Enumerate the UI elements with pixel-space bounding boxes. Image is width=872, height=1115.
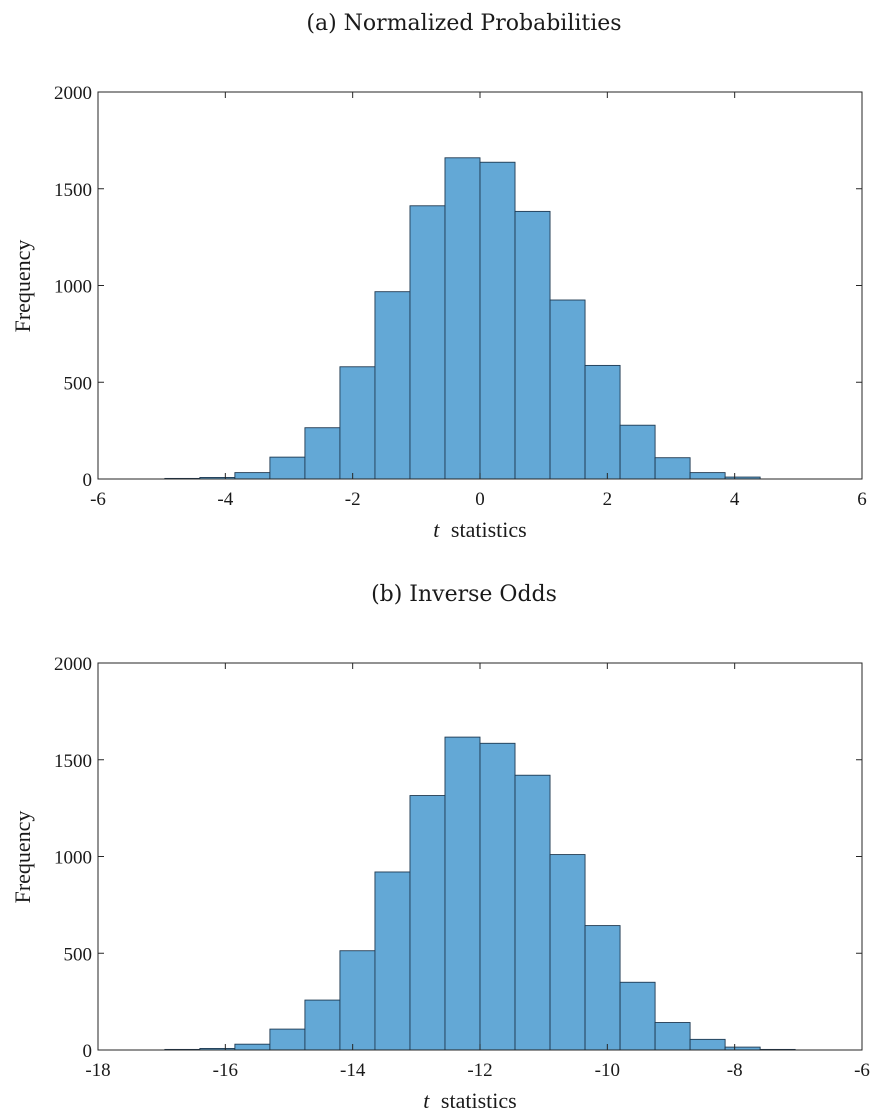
y-tick-label: 0 xyxy=(83,470,93,491)
chart-panel-inverse-odds: (b) Inverse Odds Frequency t statistics … xyxy=(10,582,870,1113)
y-tick-label: 500 xyxy=(64,373,93,394)
chart-panel-normalized-probabilities: (a) Normalized Probabilities Frequency t… xyxy=(10,11,867,542)
ticks-group: -6 -4 -2 0 2 4 6 0 500 1000 1500 2000 xyxy=(54,83,867,510)
x-tick-label: 6 xyxy=(857,489,867,510)
y-tick-label: 1500 xyxy=(54,751,92,772)
x-tick-label: -14 xyxy=(340,1060,366,1081)
x-axis-label-variable: t xyxy=(423,1088,430,1113)
axes-box xyxy=(97,91,863,480)
chart-title: (a) Normalized Probabilities xyxy=(306,11,621,36)
x-tick-label: -8 xyxy=(727,1060,743,1081)
x-axis-label: t statistics xyxy=(423,1088,516,1113)
axes-box xyxy=(97,662,863,1051)
x-tick-label: -10 xyxy=(595,1060,620,1081)
y-axis-label: Frequency xyxy=(10,240,35,333)
x-axis-label: t statistics xyxy=(433,517,526,542)
x-tick-label: -2 xyxy=(345,489,361,510)
x-axis-label-text: statistics xyxy=(451,517,527,542)
y-tick-label: 1000 xyxy=(54,848,92,869)
histogram-bar xyxy=(619,981,656,1051)
x-tick-label: 2 xyxy=(603,489,613,510)
histogram-bar xyxy=(444,157,481,480)
y-tick-label: 0 xyxy=(83,1041,93,1062)
histogram-bar xyxy=(374,291,411,480)
histogram-bar xyxy=(444,736,481,1051)
x-axis-label-variable: t xyxy=(433,517,440,542)
x-tick-label: -6 xyxy=(854,1060,870,1081)
x-axis-label-text: statistics xyxy=(441,1088,517,1113)
bars-group xyxy=(164,157,761,480)
histogram-bar xyxy=(269,1028,306,1051)
histogram-bar xyxy=(479,742,516,1051)
histogram-bar xyxy=(234,1043,271,1051)
y-tick-label: 2000 xyxy=(54,654,92,675)
x-tick-label: -4 xyxy=(217,489,233,510)
x-tick-label: -16 xyxy=(213,1060,238,1081)
histogram-bar xyxy=(374,871,411,1051)
histogram-bar xyxy=(549,854,586,1051)
histogram-bar xyxy=(479,161,516,480)
bars-group xyxy=(164,736,796,1051)
x-tick-label: 0 xyxy=(475,489,485,510)
histogram-bar xyxy=(514,774,551,1051)
histogram-bar xyxy=(654,1022,691,1051)
histogram-bar xyxy=(234,472,271,480)
x-tick-label: -12 xyxy=(467,1060,492,1081)
histogram-bar xyxy=(584,364,621,480)
chart-title: (b) Inverse Odds xyxy=(371,582,557,607)
y-tick-label: 1500 xyxy=(54,180,92,201)
histogram-bar xyxy=(339,950,376,1051)
histogram-bar xyxy=(269,456,306,480)
histogram-bar xyxy=(409,205,446,480)
histogram-bar xyxy=(584,925,621,1051)
histogram-bar xyxy=(339,366,376,480)
y-tick-label: 1000 xyxy=(54,277,92,298)
histogram-bar xyxy=(654,457,691,480)
histogram-bar xyxy=(409,795,446,1051)
histogram-bar xyxy=(619,424,656,480)
histogram-bar xyxy=(689,1038,726,1051)
y-tick-label: 2000 xyxy=(54,83,92,104)
histogram-bar xyxy=(514,210,551,480)
y-axis-label: Frequency xyxy=(10,811,35,904)
x-tick-label: -18 xyxy=(85,1060,110,1081)
x-tick-label: -6 xyxy=(90,489,106,510)
y-tick-label: 500 xyxy=(64,944,93,965)
histogram-bar xyxy=(304,427,341,480)
histogram-bar xyxy=(549,299,586,480)
x-tick-label: 4 xyxy=(730,489,740,510)
ticks-group: -18 -16 -14 -12 -10 -8 -6 0 500 1000 1500 2000 xyxy=(54,654,870,1081)
histogram-bar xyxy=(689,472,726,480)
histogram-bar xyxy=(304,999,341,1051)
